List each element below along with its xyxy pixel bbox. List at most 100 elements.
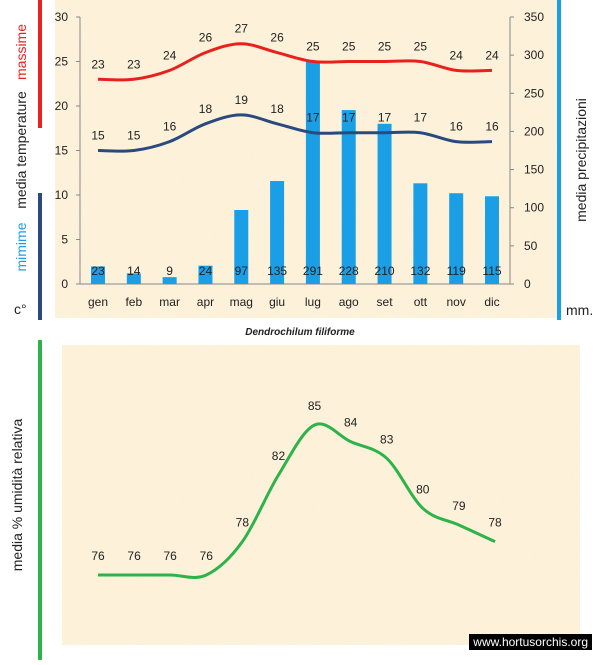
precip-value-label: 14: [127, 264, 141, 278]
min-temp-value-label: 18: [199, 102, 213, 116]
precip-value-label: 115: [482, 264, 501, 278]
month-label-ago: ago: [339, 295, 359, 309]
precip-axis-label: media precipitazioni: [573, 98, 589, 222]
precip-tick-label: 200: [524, 124, 544, 138]
max-temp-value-label: 25: [414, 40, 428, 54]
max-temp-value-label: 25: [306, 40, 320, 54]
month-label-feb: feb: [125, 295, 142, 309]
max-temp-value-label: 23: [127, 57, 141, 71]
temp-tick-label: 10: [55, 188, 69, 202]
min-temp-value-label: 17: [378, 111, 392, 125]
precip-value-label: 9: [166, 264, 173, 278]
precip-value-label: 24: [199, 264, 213, 278]
precip-bar-gen: [91, 266, 105, 284]
humidity-value-label: 83: [380, 432, 394, 446]
humidity-plot: 76 76 76 76 78 82 85 84 83 80 79 78: [91, 399, 502, 579]
month-label-nov: nov: [447, 295, 466, 309]
precip-bar-ago: [341, 110, 356, 284]
min-temp-value-label: 15: [91, 129, 105, 143]
precip-bar-lug: [305, 62, 320, 284]
precip-bar-mar: [162, 277, 177, 284]
precip-bar-feb: [126, 273, 141, 284]
precip-tick-label: 350: [524, 10, 544, 24]
humidity-value-label: 79: [452, 499, 466, 513]
month-label-dic: dic: [484, 295, 499, 309]
precip-bar-ott: [413, 183, 428, 284]
min-label: mimime: [13, 222, 29, 271]
precip-bar-dic: [485, 196, 499, 284]
humidity-axis-label: media % umidità relativa: [9, 419, 25, 572]
temp-axis-label: media temperature: [13, 91, 29, 209]
max-temp-value-label: 27: [235, 22, 249, 36]
bottom-panel-texture: [62, 345, 580, 645]
precip-unit-label: mm.: [566, 302, 593, 318]
humidity-value-label: 76: [91, 549, 105, 563]
month-label-ott: ott: [414, 295, 428, 309]
precip-tick-label: 100: [524, 201, 544, 215]
precip-tick-label: 150: [524, 163, 544, 177]
temp-unit-label: c°: [14, 301, 27, 317]
precip-value-label: 23: [91, 264, 105, 278]
month-label-giu: giu: [269, 295, 285, 309]
precip-bar-set: [377, 123, 392, 284]
min-temp-line: [97, 113, 493, 153]
precip-value-label: 119: [447, 264, 466, 278]
min-temp-value-label: 17: [414, 111, 428, 125]
month-label-apr: apr: [197, 295, 214, 309]
temp-tick-label: 20: [55, 99, 69, 113]
humidity-line: [98, 422, 496, 579]
month-label-set: set: [377, 295, 394, 309]
humidity-value-label: 76: [164, 549, 178, 563]
precip-value-label: 210: [375, 264, 395, 278]
humidity-value-label: 78: [236, 516, 250, 530]
precip-value-label: 291: [303, 264, 323, 278]
humidity-value-label: 76: [127, 549, 141, 563]
min-temp-value-label: 19: [235, 93, 249, 107]
min-temp-value-label: 17: [306, 111, 320, 125]
min-temp-value-label: 16: [450, 120, 464, 134]
chart-title: Dendrochilum filiforme: [245, 327, 355, 338]
temp-tick-label: 15: [55, 144, 69, 158]
max-temp-value-label: 26: [270, 31, 284, 45]
precip-value-label: 135: [267, 264, 287, 278]
min-temp-value-label: 17: [342, 111, 356, 125]
min-temp-value-label: 15: [127, 129, 141, 143]
max-temp-value-label: 26: [199, 31, 213, 45]
max-temp-value-label: 24: [163, 48, 177, 62]
humidity-value-label: 78: [488, 516, 502, 530]
max-temp-value-label: 23: [91, 57, 105, 71]
month-label-mag: mag: [230, 295, 253, 309]
month-label-gen: gen: [88, 295, 108, 309]
month-label-lug: lug: [305, 295, 321, 309]
max-temp-value-label: 25: [342, 40, 356, 54]
watermark: www.hortusorchis.org: [469, 634, 592, 650]
precip-bar-giu: [270, 181, 285, 284]
max-temp-line: [97, 42, 493, 82]
humidity-value-label: 85: [308, 399, 322, 413]
month-label-mar: mar: [159, 295, 180, 309]
max-label: massime: [13, 24, 29, 80]
temp-tick-label: 25: [55, 55, 69, 69]
precip-tick-label: 50: [524, 239, 538, 253]
temp-tick-label: 5: [61, 233, 68, 247]
precip-bar-mag: [234, 210, 249, 284]
max-temp-value-label: 24: [450, 48, 464, 62]
max-temp-value-label: 25: [378, 40, 392, 54]
humidity-value-label: 76: [200, 549, 214, 563]
humidity-value-label: 84: [344, 416, 358, 430]
temp-tick-label: 0: [61, 277, 68, 291]
min-temp-value-label: 16: [163, 120, 177, 134]
precip-value-label: 97: [235, 264, 249, 278]
precip-value-label: 228: [339, 264, 359, 278]
humidity-value-label: 82: [272, 449, 286, 463]
precip-bar-apr: [198, 265, 213, 284]
humidity-value-label: 80: [416, 482, 430, 496]
min-temp-value-label: 16: [485, 120, 499, 134]
min-temp-value-label: 18: [270, 102, 284, 116]
precip-tick-label: 0: [524, 277, 531, 291]
precip-tick-label: 250: [524, 86, 544, 100]
max-temp-value-label: 24: [485, 48, 499, 62]
